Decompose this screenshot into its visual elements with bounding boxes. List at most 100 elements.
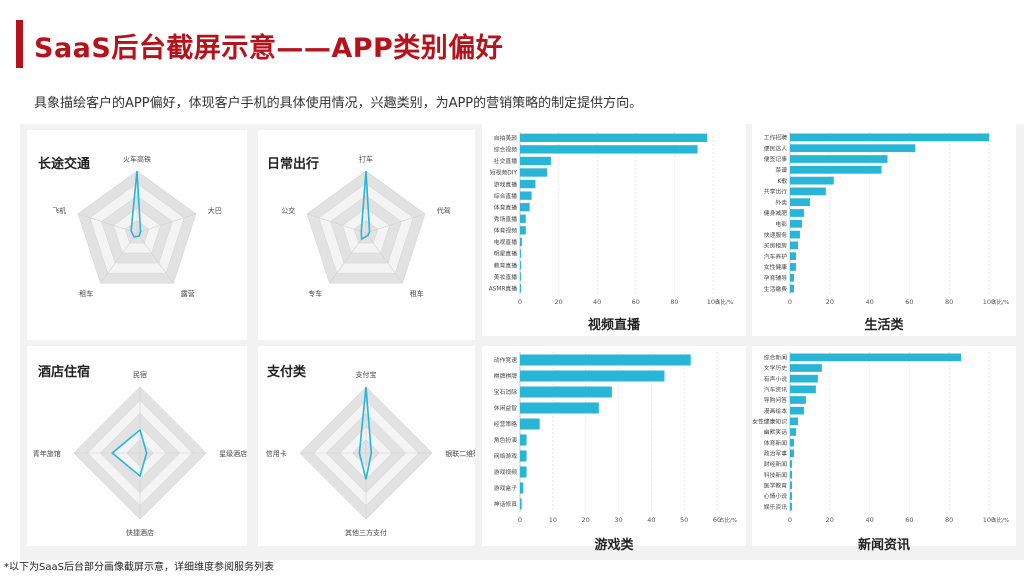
x-tick-label: 20 [826, 298, 834, 306]
y-tick-label: 棋牌棋牌 [494, 372, 517, 380]
y-tick-label: ASMR直播 [489, 284, 517, 292]
radar-axis-line [136, 213, 197, 234]
bar [520, 203, 530, 212]
bar [520, 249, 521, 258]
radar-title: 支付类 [267, 365, 307, 380]
y-tick-label: 汽车养护 [764, 252, 787, 260]
radar-axis-line [329, 232, 367, 284]
radar-axis-label: 大巴 [208, 206, 222, 215]
y-tick-label: 美妆直播 [494, 273, 517, 281]
radar-axis-label: 飞机 [52, 206, 66, 215]
x-tick-label: 60 [713, 516, 721, 524]
radar-chart: 支付宝银联二维码其他三方支付 信用卡 [266, 370, 475, 537]
radar-series-polygon [111, 428, 148, 478]
x-tick-label: 100 [707, 298, 719, 306]
bar [790, 273, 794, 282]
bar [790, 449, 794, 458]
bar [790, 165, 882, 174]
page-title: SaaS后台截屏示意——APP类别偏好 [34, 33, 504, 64]
x-tick-label: 80 [670, 298, 678, 306]
bar [790, 353, 962, 362]
x-tick-label: 60 [905, 298, 913, 306]
y-tick-label: 动作竞速 [494, 356, 517, 364]
radar-card-payment: 支付类 支付宝银联二维码其他三方支付 信用卡 [258, 346, 475, 546]
bar [790, 428, 796, 436]
bar [790, 209, 804, 217]
x-tick-label: 10 [549, 516, 557, 524]
y-tick-label: 神话修真 [494, 500, 517, 508]
y-tick-label: 便民达人 [764, 144, 787, 152]
bar [520, 466, 527, 478]
bar [790, 241, 798, 250]
bar-card-news: 0 20 40 60 80 100 占比/% 综合新闻 文学历史 有声小说 汽车资讯 导购问答 漫画绘本… [752, 346, 1016, 553]
radar-series-polygon [358, 386, 373, 480]
y-tick-label: 明星直播 [494, 250, 517, 258]
bar [520, 179, 536, 189]
y-tick-label: 汽车资讯 [764, 386, 787, 394]
bar [790, 144, 916, 153]
y-tick-label: 买房租房 [764, 242, 787, 250]
bar [520, 498, 522, 510]
y-tick-label: 游戏视频 [494, 468, 517, 476]
bar [790, 252, 796, 261]
y-tick-label: 综合直播 [494, 192, 517, 200]
x-tick-label: 20 [826, 516, 834, 524]
chart-title: 游戏类 [594, 538, 634, 553]
radar-axis-line [365, 213, 426, 234]
y-tick-label: 秀场直播 [494, 215, 517, 223]
x-tick-label: 30 [614, 516, 622, 524]
y-tick-label: 科技新闻 [764, 471, 787, 479]
y-tick-label: 女性健康 [764, 263, 787, 271]
bar [790, 133, 989, 142]
radar-axis-label: 银联二维码 [445, 449, 475, 458]
bar [790, 187, 826, 196]
y-tick-label: 角色扮演 [494, 436, 517, 444]
bar-card-games: 0 10 20 30 40 50 60 占比/% 动作竞速 棋牌棋牌 宝石消除 休闲益智 经营策略 角色扮… [482, 346, 746, 553]
page-subtitle: 具象描绘客户的APP偏好，体现客户手机的具体使用情况，兴趣类别，为APP的营销策… [34, 96, 643, 111]
radar-axis-label: 民宿 [133, 370, 147, 379]
radar-axis-label: 火车高铁 [123, 155, 151, 164]
bar [520, 482, 524, 494]
radar-axis-label: 专车 [308, 289, 322, 298]
y-tick-label: 文学历史 [764, 364, 787, 372]
x-tick-label: 40 [647, 516, 655, 524]
bar [790, 481, 792, 490]
bar [520, 145, 698, 154]
y-tick-label: 游戏直播 [494, 180, 517, 188]
y-tick-label: 菜谱 [775, 166, 787, 174]
x-tick-label: 80 [945, 298, 953, 306]
y-tick-label: 休闲益智 [494, 404, 517, 412]
bar [520, 402, 599, 414]
bar [790, 219, 802, 228]
x-tick-label: 0 [518, 298, 522, 306]
radar-card-hotel: 酒店住宿 民宿 星级酒店 快捷酒店 青年旅馆 [27, 346, 247, 546]
radar-axis-line [77, 213, 138, 234]
bar [520, 156, 551, 166]
y-tick-label: 外卖 [775, 198, 787, 206]
radar-axis-label: 公交 [281, 206, 295, 215]
bar [520, 434, 527, 446]
x-tick-label: 40 [865, 298, 873, 306]
radar-axis-line [365, 232, 403, 284]
y-tick-label: 工作招聘 [764, 134, 787, 142]
radar-axis-label: 支付宝 [356, 370, 377, 379]
x-tick-label: 100 [983, 298, 995, 306]
bar [790, 417, 798, 426]
bar [520, 191, 532, 200]
x-axis-label: 占比/% [719, 516, 737, 524]
y-tick-label: 心情小说 [764, 492, 787, 500]
y-tick-label: 健身减肥 [764, 209, 787, 217]
bar [790, 502, 792, 511]
radar-axis-label: 租车 [410, 289, 424, 298]
y-tick-label: 综合视频 [494, 146, 517, 154]
chart-title: 视频直播 [587, 318, 640, 333]
bar [790, 230, 800, 239]
y-tick-label: 女性健康知识 [752, 418, 787, 426]
x-tick-label: 40 [865, 516, 873, 524]
bar [520, 386, 612, 398]
x-axis-label: 占比/% [991, 516, 1009, 524]
